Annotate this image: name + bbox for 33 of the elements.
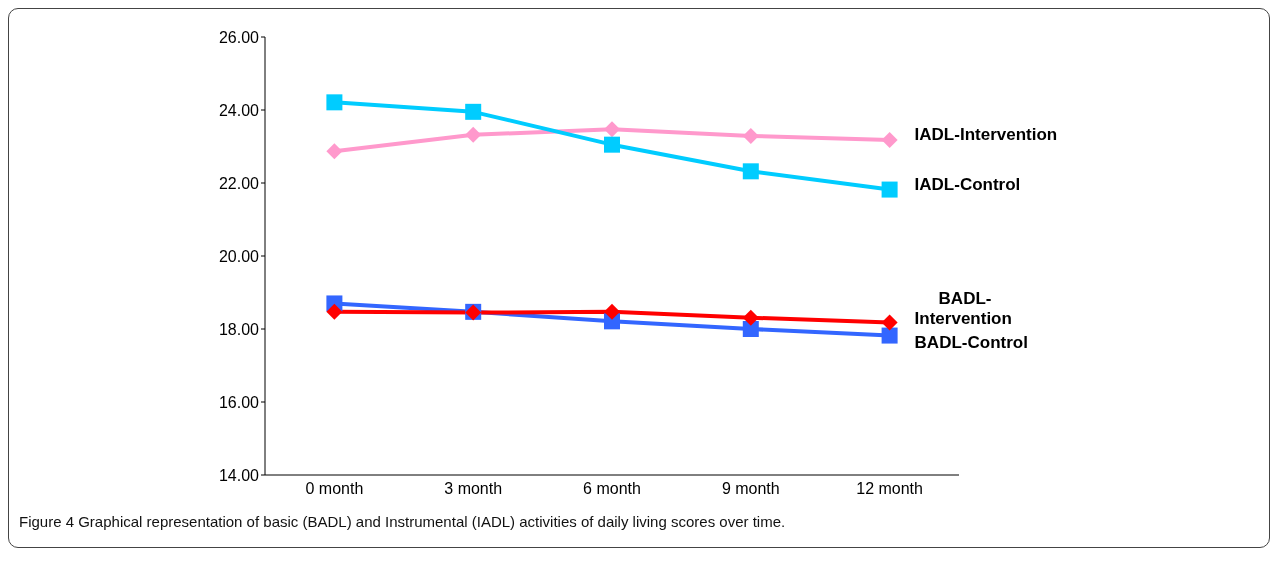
point <box>742 321 759 337</box>
point <box>742 127 759 144</box>
x-tick-label: 12 month <box>856 480 923 498</box>
point <box>742 163 759 180</box>
y-tick-label: 16.00 <box>218 393 260 411</box>
y-tick-label: 20.00 <box>218 247 260 265</box>
point <box>604 136 620 153</box>
y-tick-label: 26.00 <box>218 28 260 46</box>
point <box>326 303 343 320</box>
point <box>881 181 898 198</box>
y-tick-label: 22.00 <box>218 174 260 192</box>
series-label: IADL-Intervention <box>914 124 1058 144</box>
y-tick-label: 24.00 <box>218 101 260 119</box>
x-tick-label: 6 month <box>583 480 641 498</box>
series-label: BADL-Intervention <box>914 289 1012 329</box>
point <box>326 94 343 111</box>
point <box>604 303 620 320</box>
point <box>465 103 482 120</box>
y-tick-label: 18.00 <box>218 320 260 338</box>
point <box>881 131 898 148</box>
caption: Figure 4 Graphical representation of basic (BADL) and Instrumental (IADL) activities of daily living scores over time. <box>19 513 787 530</box>
y-tick-label: 14.00 <box>218 466 260 484</box>
x-tick-label: 0 month <box>305 480 364 498</box>
point <box>881 327 898 344</box>
point <box>326 143 343 160</box>
x-tick-label: 9 month <box>721 480 780 498</box>
series-label: IADL-Control <box>914 174 1021 194</box>
point <box>465 126 482 143</box>
point <box>881 314 898 331</box>
point <box>742 309 759 326</box>
x-tick-label: 3 month <box>444 480 503 498</box>
point <box>604 121 620 138</box>
series-label: BADL-Control <box>914 332 1028 352</box>
